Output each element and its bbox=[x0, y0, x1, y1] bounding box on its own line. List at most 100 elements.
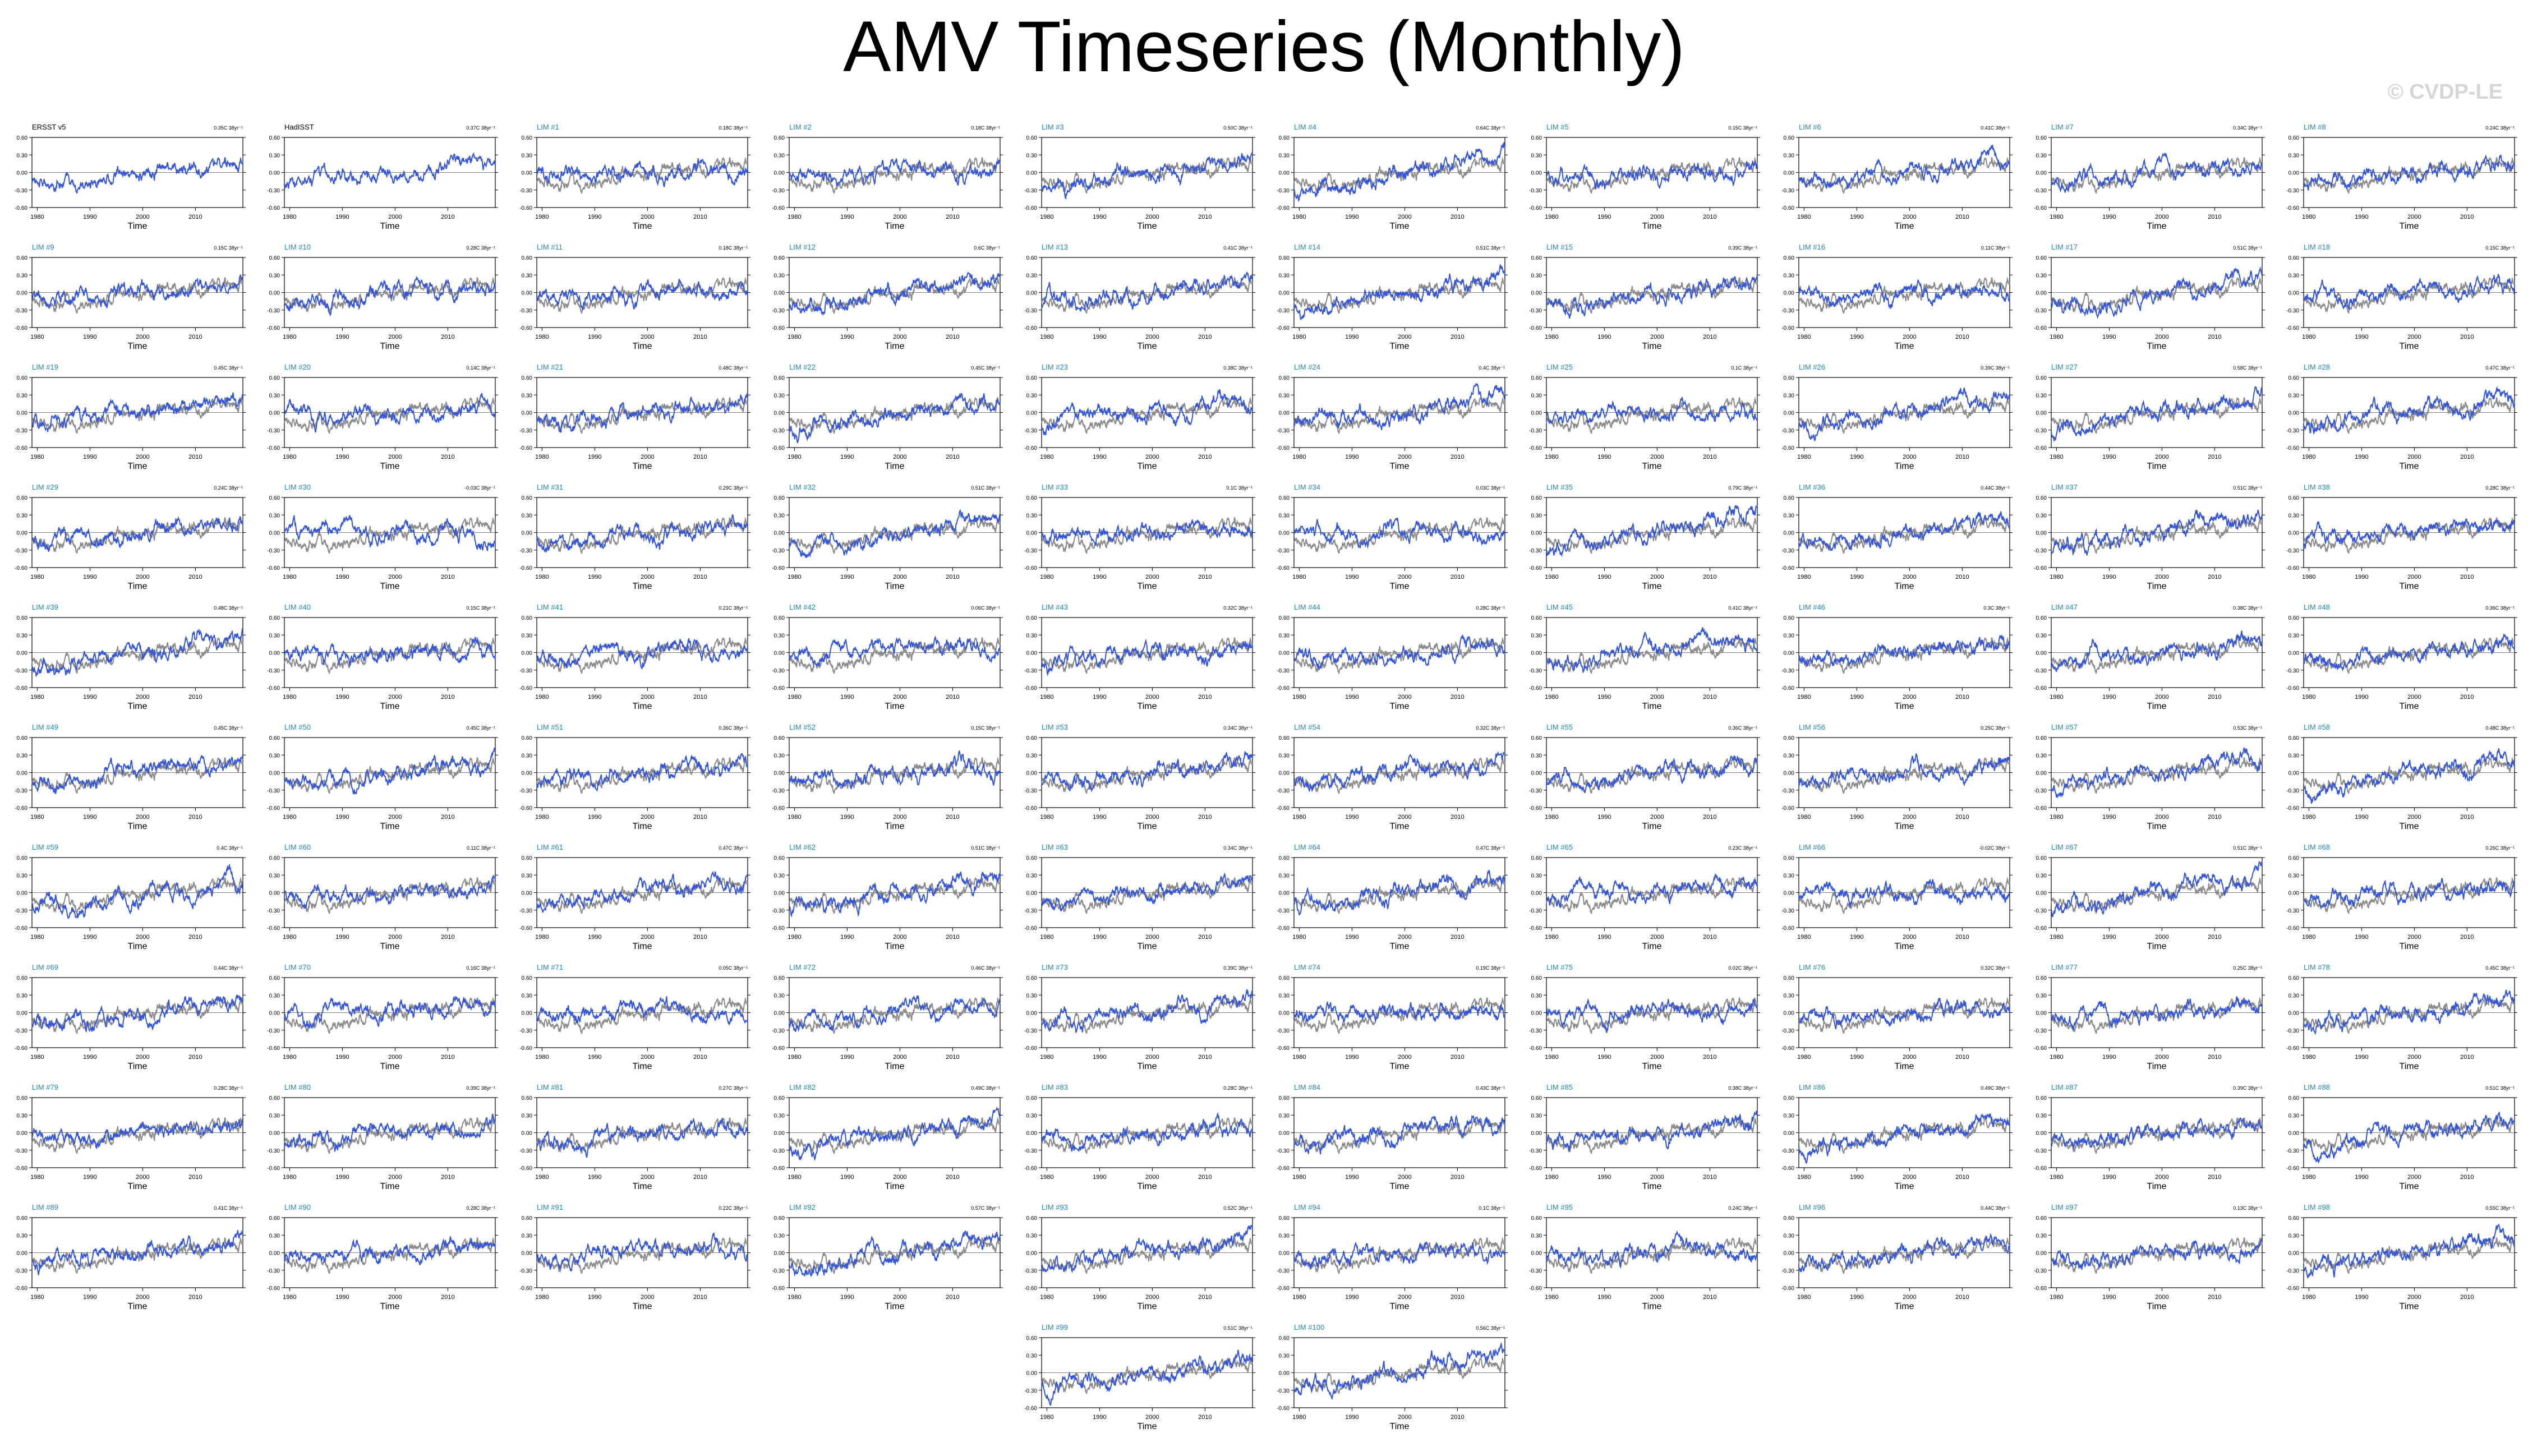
y-tick-label: 0.00 bbox=[2036, 891, 2047, 897]
y-tick-label: -0.60 bbox=[15, 205, 27, 211]
trend-label: 0.51C 38yr⁻¹ bbox=[2233, 845, 2262, 851]
x-tick-label: 1990 bbox=[2355, 454, 2368, 460]
panel-label: LIM #7 bbox=[2051, 123, 2074, 131]
y-tick-label: 0.30 bbox=[1026, 753, 1038, 759]
y-tick-label: 0.00 bbox=[269, 411, 280, 417]
observation-series-line bbox=[536, 277, 748, 314]
y-tick-label: 0.30 bbox=[17, 153, 28, 159]
y-tick-label: -0.60 bbox=[15, 1165, 27, 1172]
member-series-line bbox=[284, 1236, 496, 1266]
y-tick-label: -0.30 bbox=[1024, 668, 1037, 674]
y-tick-label: 0.60 bbox=[17, 855, 28, 861]
x-tick-label: 2010 bbox=[1703, 1174, 1716, 1181]
obs-series-line bbox=[284, 152, 496, 190]
y-tick-label: -0.60 bbox=[267, 1045, 280, 1052]
x-tick-label: 2010 bbox=[1703, 214, 1716, 220]
y-tick-label: 0.00 bbox=[1026, 1011, 1038, 1017]
x-tick-label: 1990 bbox=[1597, 574, 1611, 580]
member-series-line bbox=[2303, 274, 2515, 311]
member-series-line bbox=[536, 1232, 748, 1271]
x-tick-label: 1980 bbox=[1797, 1174, 1811, 1181]
trend-label: 0.47C 38yr⁻¹ bbox=[719, 845, 748, 851]
x-tick-label: 1990 bbox=[2355, 1174, 2368, 1181]
y-tick-label: 0.60 bbox=[522, 255, 533, 261]
x-tick-label: 2010 bbox=[1451, 454, 1464, 460]
x-axis-label: Time bbox=[1642, 582, 1662, 591]
y-tick-label: 0.30 bbox=[1784, 993, 1795, 999]
trend-label: 0.35C 38yr⁻¹ bbox=[214, 125, 243, 131]
panel-label: LIM #35 bbox=[1546, 483, 1573, 491]
member-series-line bbox=[2303, 154, 2515, 191]
member-series-line bbox=[789, 871, 1001, 918]
y-tick-label: 0.30 bbox=[1026, 513, 1038, 519]
observation-series-line bbox=[1041, 517, 1253, 554]
y-tick-label: 0.00 bbox=[2288, 531, 2300, 537]
x-tick-label: 1990 bbox=[2102, 1054, 2116, 1061]
y-tick-label: -0.60 bbox=[772, 1165, 785, 1172]
y-tick-label: -0.30 bbox=[772, 908, 785, 914]
x-axis-label: Time bbox=[1895, 702, 1914, 711]
y-tick-label: 0.30 bbox=[774, 993, 785, 999]
x-tick-label: 2000 bbox=[1145, 1054, 1159, 1061]
trend-label: 0.06C 38yr⁻¹ bbox=[971, 605, 1000, 611]
y-tick-label: -0.60 bbox=[772, 205, 785, 211]
y-tick-label: 0.00 bbox=[2036, 771, 2047, 777]
x-axis-label: Time bbox=[1138, 1062, 1157, 1071]
y-tick-label: -0.30 bbox=[2286, 308, 2299, 314]
y-tick-label: -0.60 bbox=[2286, 325, 2299, 331]
x-tick-label: 1990 bbox=[588, 1294, 601, 1301]
y-tick-label: 0.00 bbox=[1784, 411, 1795, 417]
panel-label: LIM #22 bbox=[789, 363, 816, 371]
x-tick-label: 1980 bbox=[2050, 574, 2063, 580]
x-tick-label: 2010 bbox=[1955, 1054, 1969, 1061]
panel-label: LIM #96 bbox=[1799, 1203, 1825, 1211]
trend-label: 0.28C 38yr⁻¹ bbox=[466, 1205, 495, 1211]
observation-series-line bbox=[1293, 277, 1505, 314]
panel-label: LIM #52 bbox=[789, 723, 816, 731]
x-tick-label: 2000 bbox=[1650, 334, 1664, 340]
x-tick-label: 2000 bbox=[1398, 454, 1411, 460]
trend-label: 0.45C 38yr⁻¹ bbox=[971, 365, 1000, 371]
y-tick-label: -0.60 bbox=[1781, 805, 1794, 812]
observation-series-line bbox=[1546, 277, 1758, 314]
trend-label: 0.52C 38yr⁻¹ bbox=[1223, 1205, 1253, 1211]
panel-label: LIM #30 bbox=[284, 483, 311, 491]
x-tick-label: 1980 bbox=[1545, 1054, 1558, 1061]
panel-label: LIM #79 bbox=[32, 1083, 58, 1091]
panel-label: LIM #36 bbox=[1799, 483, 1825, 491]
y-tick-label: 0.30 bbox=[1279, 993, 1290, 999]
x-tick-label: 2010 bbox=[188, 454, 202, 460]
member-series-line bbox=[2303, 748, 2515, 804]
x-tick-label: 1990 bbox=[840, 1174, 854, 1181]
x-tick-label: 2010 bbox=[693, 1294, 707, 1301]
x-tick-label: 2010 bbox=[1198, 574, 1212, 580]
member-series-line bbox=[789, 635, 1001, 667]
x-tick-label: 1980 bbox=[283, 214, 296, 220]
x-tick-label: 1980 bbox=[1040, 694, 1053, 701]
x-tick-label: 1990 bbox=[2102, 454, 2116, 460]
x-tick-label: 1980 bbox=[2302, 334, 2315, 340]
x-axis-label: Time bbox=[1390, 462, 1410, 471]
y-tick-label: 0.60 bbox=[269, 615, 280, 621]
x-tick-label: 2000 bbox=[136, 454, 149, 460]
trend-label: 0.38C 38yr⁻¹ bbox=[2233, 605, 2262, 611]
trend-label: 0.51C 38yr⁻¹ bbox=[2233, 485, 2262, 491]
observation-series-line bbox=[536, 397, 748, 434]
x-tick-label: 2000 bbox=[2155, 334, 2168, 340]
x-tick-label: 2010 bbox=[1955, 334, 1969, 340]
trend-label: 0.49C 38yr⁻¹ bbox=[971, 1085, 1000, 1091]
x-tick-label: 1990 bbox=[588, 334, 601, 340]
x-tick-label: 2000 bbox=[2155, 694, 2168, 701]
x-tick-label: 1990 bbox=[83, 214, 96, 220]
trend-label: 0.51C 38yr⁻¹ bbox=[971, 845, 1000, 851]
y-tick-label: 0.30 bbox=[2288, 753, 2300, 759]
y-tick-label: -0.60 bbox=[15, 805, 27, 812]
y-tick-label: 0.30 bbox=[1784, 633, 1795, 639]
y-tick-label: 0.30 bbox=[269, 273, 280, 279]
trend-label: 0.41C 38yr⁻¹ bbox=[1728, 605, 1757, 611]
x-tick-label: 2010 bbox=[441, 214, 454, 220]
